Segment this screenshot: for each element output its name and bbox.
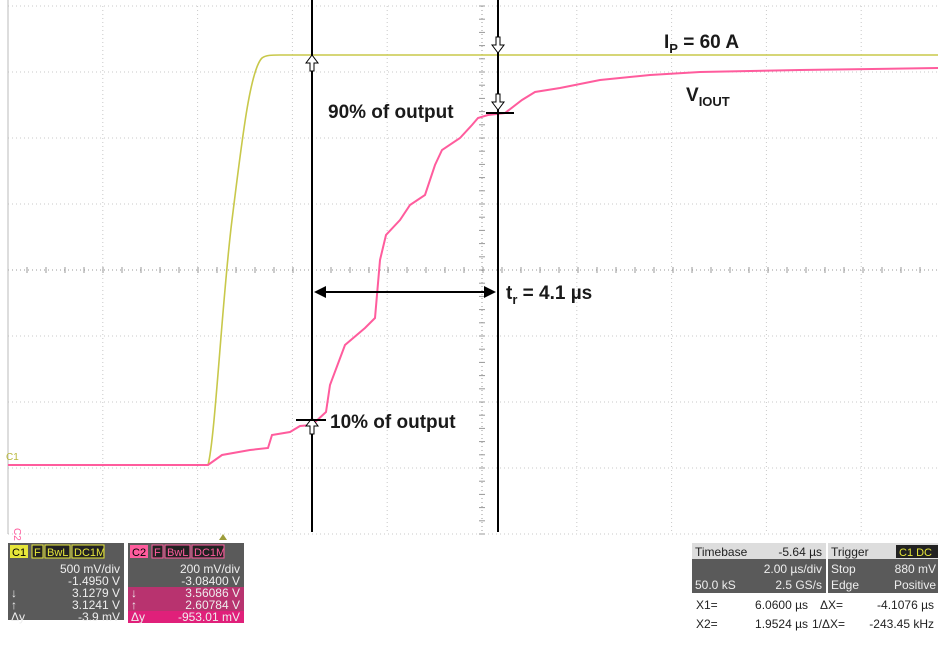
- row-highlight: [128, 611, 244, 623]
- cursor-readout: 6.0600 µs: [755, 598, 808, 612]
- trigger-src-box: [896, 545, 938, 558]
- row-highlight: [128, 599, 244, 611]
- cursor-readout: X2=: [696, 617, 718, 631]
- timebase-title: Timebase: [695, 545, 748, 559]
- row-symbol: ↑: [11, 598, 17, 612]
- tag-box: [31, 544, 44, 559]
- tag: BwL: [167, 547, 188, 559]
- channel-tag: [130, 545, 148, 558]
- trigger-slope: Positive: [894, 578, 936, 592]
- tag: BwL: [47, 547, 68, 559]
- tag: DC1M: [194, 547, 225, 559]
- timebase-samples: 50.0 kS: [695, 578, 736, 592]
- tag-box: [71, 544, 105, 559]
- c2-trace: [8, 67, 938, 466]
- cursor-readout: 1.9524 µs: [755, 617, 808, 631]
- panels: C1 F BwL DC1M 500 mV/div-1.4950 V ↓ 3.1279 V ↑ 3…: [8, 543, 938, 631]
- tag: F: [34, 547, 41, 559]
- row-symbol: Δy: [131, 610, 145, 624]
- tag-box: [44, 544, 71, 559]
- trigger-src: C1 DC: [899, 547, 932, 559]
- cursor-readout: -4.1076 µs: [877, 598, 934, 612]
- row-value: 500 mV/div: [60, 562, 120, 576]
- row-symbol: ↓: [131, 586, 137, 600]
- annotation: tr = 4.1 µs: [506, 283, 592, 307]
- trigger-level: 880 mV: [895, 562, 936, 576]
- row-symbol: ↓: [11, 586, 17, 600]
- channel-name: C2: [132, 547, 146, 559]
- tag: DC1M: [74, 547, 105, 559]
- row-value: -953.01 mV: [178, 610, 240, 624]
- channel-label: C1: [6, 452, 19, 463]
- annotation: 90% of output: [328, 102, 454, 123]
- row-value: 3.1241 V: [72, 598, 120, 612]
- row-symbol: ↑: [131, 598, 137, 612]
- tag: F: [154, 547, 161, 559]
- row-value: 3.1279 V: [72, 586, 120, 600]
- row-value: 3.56086 V: [185, 586, 240, 600]
- channel-name: C1: [12, 547, 26, 559]
- trigger-mode: Stop: [831, 562, 856, 576]
- tag-box: [164, 544, 191, 559]
- row-value: -1.4950 V: [68, 574, 120, 588]
- row-value: -3.9 mV: [78, 610, 120, 624]
- row-symbol: Δy: [11, 610, 25, 624]
- cursor-readout: -243.45 kHz: [869, 617, 934, 631]
- row-value: -3.08400 V: [181, 574, 240, 588]
- timebase-div: 2.00 µs/div: [764, 562, 822, 576]
- annotation: 10% of output: [330, 412, 456, 433]
- timebase-header: [692, 543, 826, 559]
- trigger-title: Trigger: [831, 545, 869, 559]
- row-value: 200 mV/div: [180, 562, 240, 576]
- trigger-type: Edge: [831, 578, 859, 592]
- cursor-readout: ΔX=: [820, 598, 843, 612]
- annotation: VIOUT: [686, 85, 730, 109]
- tr-arrow: [314, 286, 496, 298]
- channel-label: C2: [11, 528, 22, 541]
- tag-box: [151, 544, 164, 559]
- tag-box: [191, 544, 225, 559]
- row-highlight: [128, 587, 244, 599]
- channel-tag: [10, 545, 28, 558]
- c1-trace: [8, 54, 938, 466]
- grid: [7, 0, 938, 535]
- annotation: IP = 60 A: [664, 32, 739, 56]
- trigger-marker: [219, 534, 227, 540]
- cursor-readout: 1/ΔX=: [812, 617, 845, 631]
- timebase-rate: 2.5 GS/s: [775, 578, 822, 592]
- cursor-markers: [305, 36, 505, 435]
- cursor-readout: X1=: [696, 598, 718, 612]
- timebase-offset: -5.64 µs: [778, 545, 822, 559]
- row-value: 2.60784 V: [185, 598, 240, 612]
